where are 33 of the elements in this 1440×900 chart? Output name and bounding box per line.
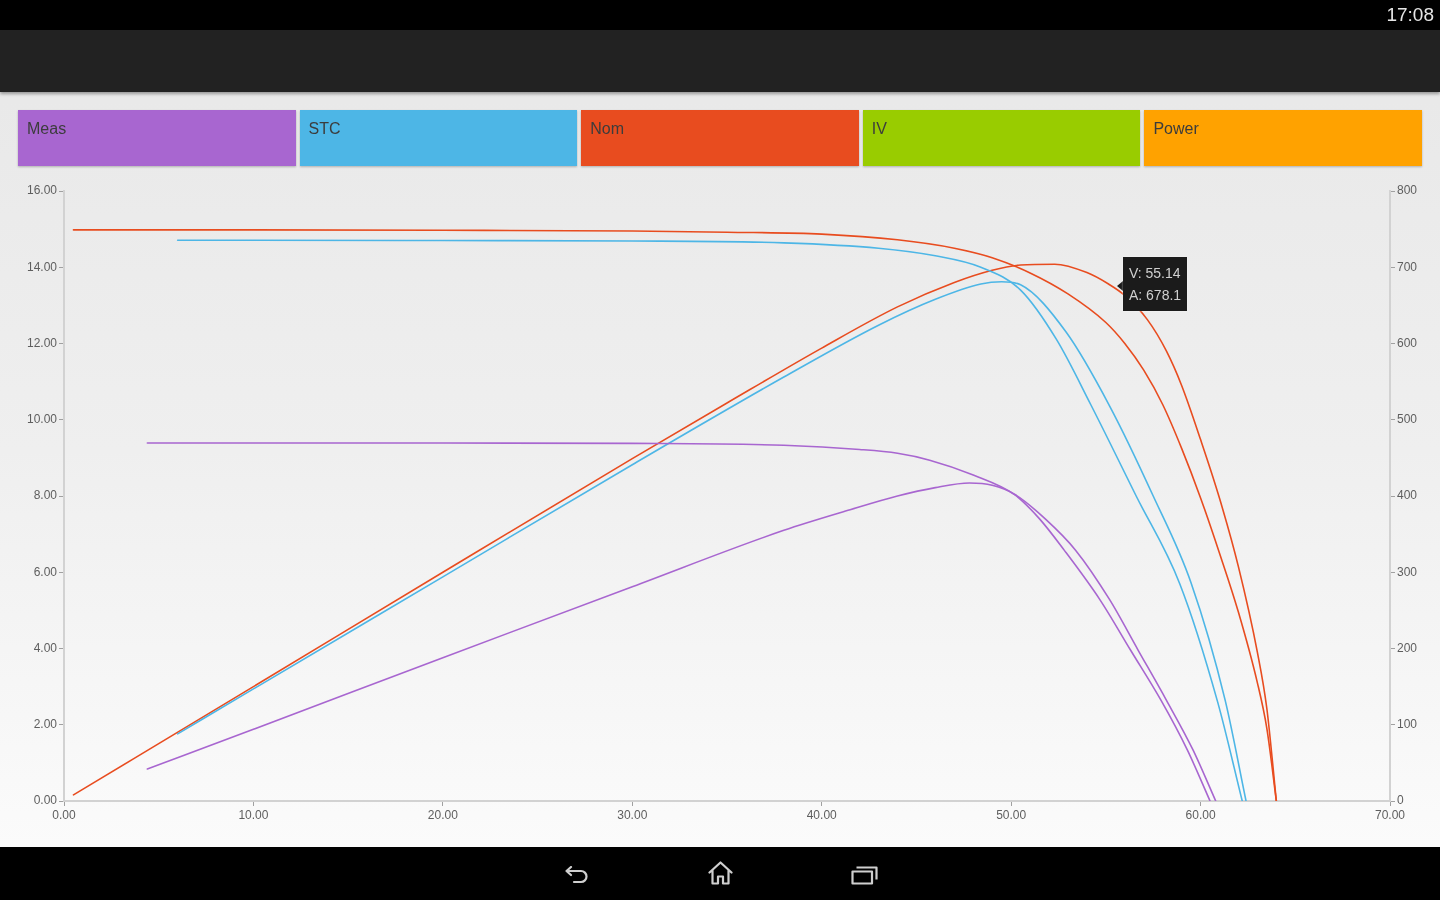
annotation: V: 55.14 A: 678.1 [1122,256,1188,311]
text: Meas [27,120,67,138]
x-tick-label: 10.00 [238,807,269,822]
y-tick-label: 0.00 [33,793,58,808]
text: STC [308,120,341,138]
x-tick-label: 0.00 [52,807,76,822]
y-tick-label: 6.00 [33,564,58,579]
y2-tick-label: 700 [1397,259,1418,274]
x-tick-label: 40.00 [806,807,838,822]
y-tick-label: 14.00 [26,259,58,274]
y2-tick-label: 100 [1397,717,1418,732]
x-tick-label: 70.00 [1374,807,1406,822]
x-tick-label: 50.00 [996,807,1027,822]
text: 17:08 [1386,4,1434,26]
y2-tick-label: 200 [1397,640,1418,655]
text: Nom [590,120,624,138]
x-tick-label: 20.00 [427,807,459,822]
y-tick-label: 10.00 [26,412,58,427]
y-tick-label: 12.00 [26,335,58,350]
button: IV [862,110,1141,166]
y2-tick-label: 0 [1397,793,1404,808]
y-tick-label: 4.00 [33,640,58,655]
x-tick-label: 30.00 [617,807,648,822]
x-tick-label: 60.00 [1185,807,1216,822]
y-tick-label: 8.00 [33,488,58,503]
y2-tick-label: 300 [1397,564,1418,579]
y2-tick-label: 600 [1397,335,1418,350]
y-tick-label: 16.00 [26,183,58,198]
y2-tick-label: 400 [1397,488,1418,503]
y-tick-label: 2.00 [33,717,58,732]
y2-tick-label: 500 [1397,412,1418,427]
y2-tick-label: 800 [1397,183,1418,198]
button: Power [1144,110,1422,166]
